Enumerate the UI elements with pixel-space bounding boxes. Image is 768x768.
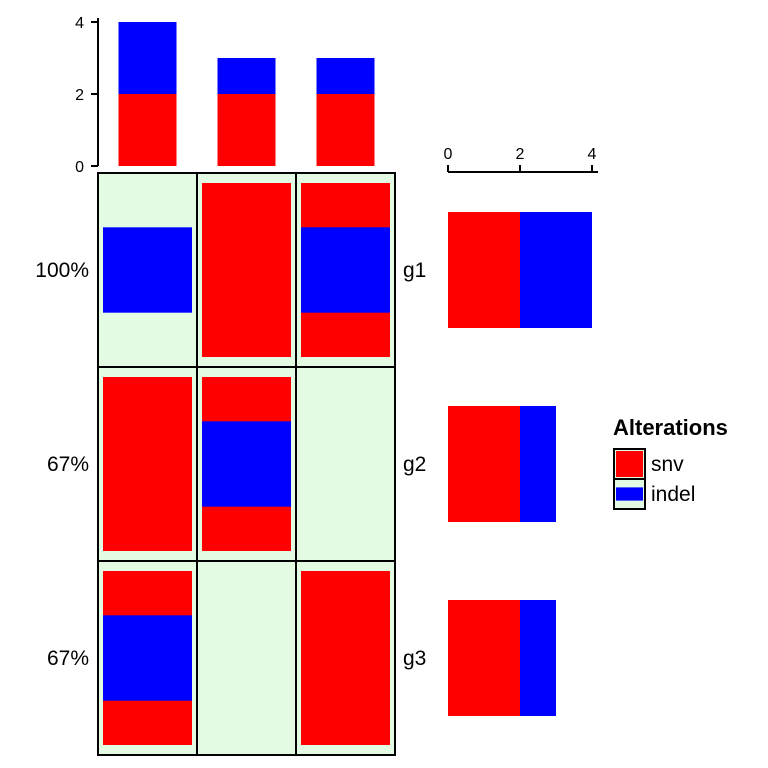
top-axis-tick-label: 0 xyxy=(75,159,84,176)
right-bar-snv-g3 xyxy=(448,600,520,716)
grid-border xyxy=(97,172,396,756)
top-bar-snv-s1 xyxy=(118,94,177,166)
right-bar-snv-g1 xyxy=(448,212,520,328)
top-bar-indel-s3 xyxy=(316,58,375,94)
gene-label-g2: g2 xyxy=(403,453,426,476)
cell-snv-mark xyxy=(202,183,291,357)
cell-indel-mark xyxy=(301,227,390,313)
cell-indel-mark xyxy=(202,421,291,507)
legend-label-snv: snv xyxy=(651,453,684,476)
row-percentage-labels: 100% 67% 67% xyxy=(35,259,89,670)
legend-label-indel: indel xyxy=(651,483,695,506)
gene-labels: g1 g2 g3 xyxy=(403,259,426,670)
right-axis-tick-label: 0 xyxy=(444,146,453,163)
top-axis-tick-label: 4 xyxy=(75,15,84,32)
legend-title: Alterations xyxy=(613,415,728,440)
right-bar-indel-g2 xyxy=(520,406,556,522)
gene-label-g3: g3 xyxy=(403,647,426,670)
top-barplot-y-axis: 0 2 4 xyxy=(75,15,99,176)
gene-label-g1: g1 xyxy=(403,259,426,282)
right-axis-tick-label: 2 xyxy=(516,146,525,163)
row-percentage: 100% xyxy=(35,259,89,282)
row-percentage: 67% xyxy=(47,647,89,670)
top-bar-indel-s1 xyxy=(118,22,177,94)
top-bar-snv-s3 xyxy=(316,94,375,166)
top-barplot xyxy=(118,22,375,166)
top-bar-snv-s2 xyxy=(217,94,276,166)
legend-snv-swatch xyxy=(616,451,643,477)
top-axis-tick-label: 2 xyxy=(75,87,84,104)
cell-background xyxy=(296,367,395,561)
right-barplot xyxy=(448,212,592,716)
row-percentage: 67% xyxy=(47,453,89,476)
right-bar-indel-g1 xyxy=(520,212,592,328)
right-axis-tick-label: 4 xyxy=(588,146,597,163)
cell-indel-mark xyxy=(103,615,192,701)
cell-indel-mark xyxy=(103,227,192,313)
right-barplot-x-axis: 0 2 4 xyxy=(444,146,598,173)
alterations-legend: Alterations snv indel xyxy=(613,415,728,510)
cell-snv-mark xyxy=(103,377,192,551)
right-bar-indel-g3 xyxy=(520,600,556,716)
top-bar-indel-s2 xyxy=(217,58,276,94)
oncoprint-grid xyxy=(97,172,396,756)
legend-indel-swatch xyxy=(616,487,643,501)
cell-snv-mark xyxy=(301,571,390,745)
right-bar-snv-g2 xyxy=(448,406,520,522)
cell-background xyxy=(197,561,296,755)
